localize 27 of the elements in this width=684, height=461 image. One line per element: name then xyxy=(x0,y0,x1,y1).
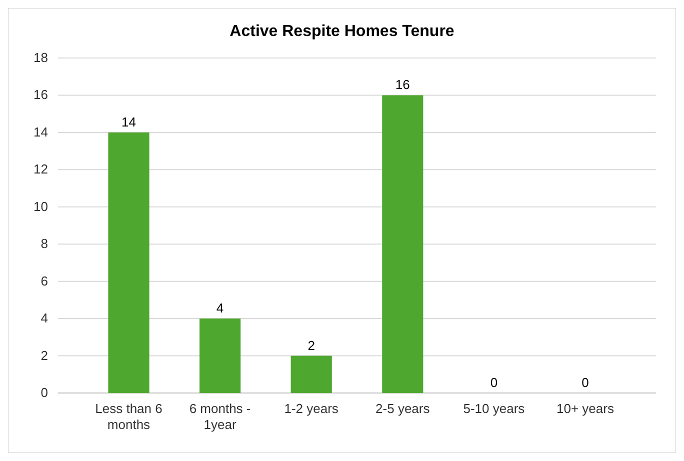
y-tick-label: 0 xyxy=(40,385,48,400)
y-tick-label: 14 xyxy=(34,124,48,140)
x-tick-label: 10+ years xyxy=(556,401,614,416)
x-tick-label: Less than 6 months xyxy=(95,401,162,432)
data-label: 0 xyxy=(490,375,498,390)
x-tick-label: 2-5 years xyxy=(376,401,430,416)
x-tick-label: 6 months - 1year xyxy=(189,401,251,432)
y-tick-label: 4 xyxy=(40,310,48,326)
y-tick-label: 16 xyxy=(34,87,48,102)
bar xyxy=(382,95,424,393)
data-label: 0 xyxy=(582,375,589,390)
y-tick-label: 10 xyxy=(34,198,48,214)
data-label: 4 xyxy=(216,300,224,316)
y-tick-label: 12 xyxy=(34,162,48,177)
bar xyxy=(290,356,332,393)
y-tick-label: 18 xyxy=(34,50,48,65)
x-tick-label: 5-10 years xyxy=(463,401,526,416)
bar xyxy=(108,132,150,393)
y-tick-label: 2 xyxy=(40,348,48,363)
chart-title: Active Respite Homes Tenure xyxy=(230,23,454,40)
data-label: 2 xyxy=(308,338,315,353)
y-tick-label: 6 xyxy=(40,273,48,288)
y-tick-label: 8 xyxy=(40,236,48,252)
data-label: 14 xyxy=(122,114,136,130)
x-tick-label: 1-2 years xyxy=(284,401,339,416)
bar xyxy=(200,318,241,393)
data-label: 16 xyxy=(395,77,410,92)
